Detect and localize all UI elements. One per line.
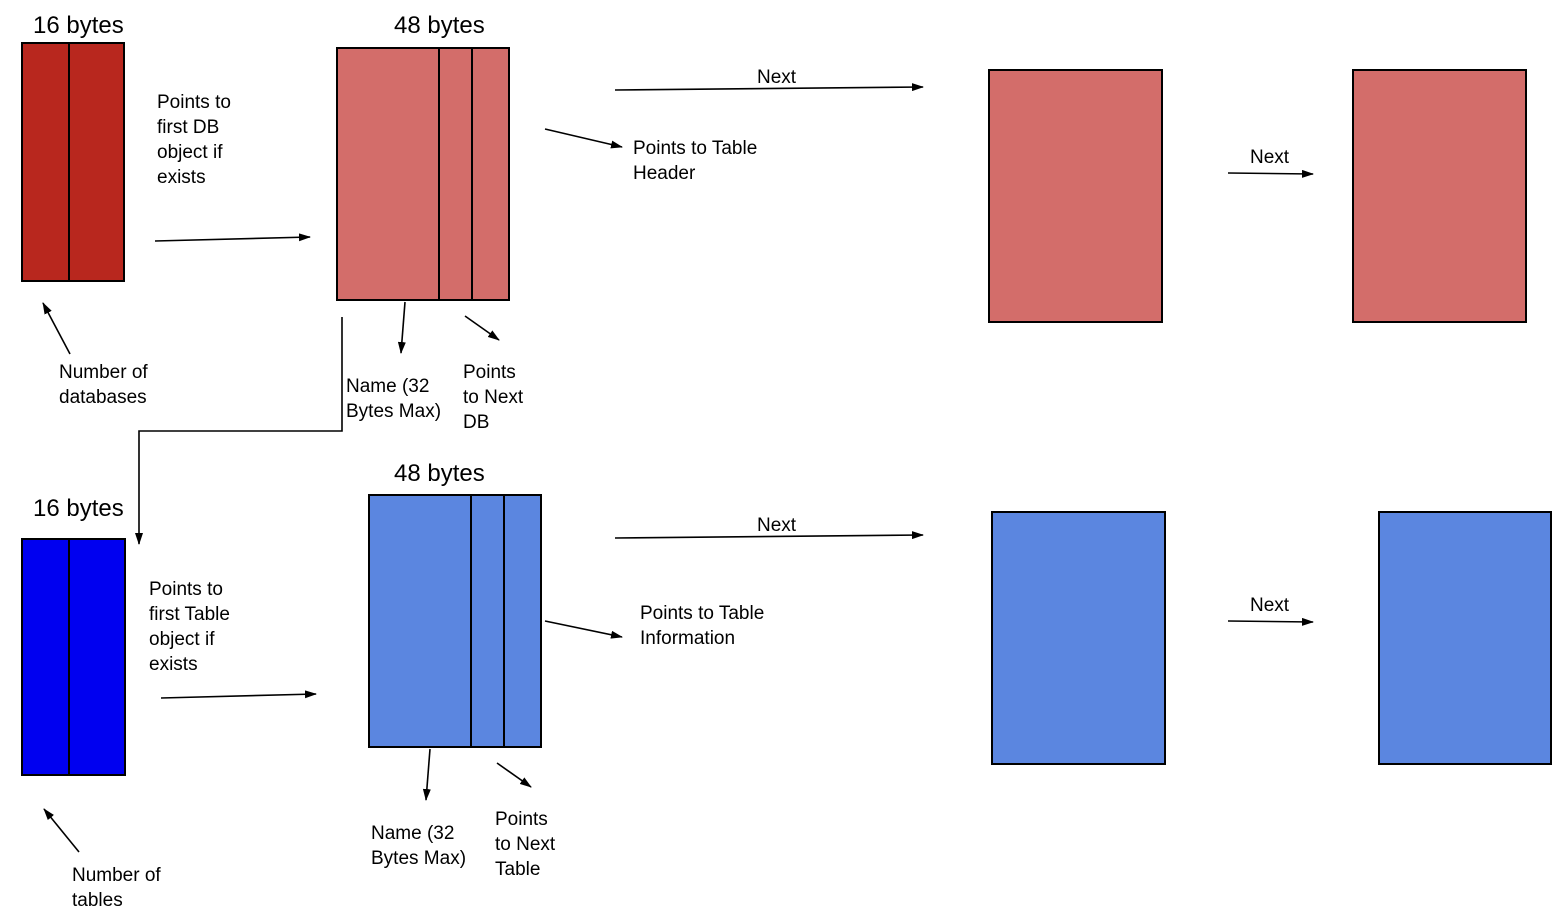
table-row: 16 bytes Points to first Table object if ex… — [21, 460, 1552, 911]
db-child-arrow — [544, 128, 623, 149]
db-to-table-header-connector — [135, 317, 343, 545]
db-next-desc: Points to Next DB — [463, 362, 524, 433]
table-child-arrow — [544, 620, 623, 639]
table-name-desc-line: Bytes Max) — [371, 848, 466, 869]
db-child-desc-line: Header — [633, 163, 696, 184]
table-next-desc: Points to Next Table — [495, 809, 556, 880]
table-header-pointer-desc-line: object if — [149, 629, 215, 650]
table-header-pointer-desc: Points to first Table object if exists — [149, 579, 230, 675]
db-object-3-rect — [1352, 69, 1527, 323]
table-header-pointer-desc-line: exists — [149, 654, 198, 675]
table-name-arrow — [422, 748, 431, 801]
table-header-rect — [21, 538, 126, 776]
table-next-desc-line: Table — [495, 859, 540, 880]
db-header-pointer-desc-line: object if — [157, 142, 223, 163]
table-next-desc-line: Points — [495, 809, 548, 830]
table-header-to-object-arrow — [160, 690, 317, 699]
db-count-desc-line: Number of — [59, 362, 148, 383]
db-object-size-label: 48 bytes — [394, 12, 485, 39]
db-child-desc-line: Points to Table — [633, 138, 757, 159]
db-header-rect — [21, 42, 125, 282]
db-object-2-rect — [988, 69, 1163, 323]
db-next-arrow — [464, 315, 500, 341]
table-header-pointer-desc-line: first Table — [149, 604, 230, 625]
table-count-arrow — [43, 808, 80, 853]
db-header-size-label: 16 bytes — [33, 12, 124, 39]
table-name-desc: Name (32 Bytes Max) — [371, 823, 466, 869]
db-object-rect — [336, 47, 510, 301]
table-count-desc-line: Number of — [72, 865, 161, 886]
table-object-2-rect — [991, 511, 1166, 765]
table-next-desc-line: to Next — [495, 834, 556, 855]
table-next-arrow-1 — [614, 531, 924, 540]
table-object-size-label: 48 bytes — [394, 460, 485, 487]
table-name-desc-line: Name (32 — [371, 823, 454, 844]
table-next-label-2: Next — [1250, 595, 1290, 616]
db-next-arrow-1 — [614, 83, 924, 92]
db-next-desc-line: DB — [463, 412, 489, 433]
table-next-label-1: Next — [757, 515, 797, 536]
table-child-desc: Points to Table Information — [640, 603, 764, 649]
db-row: 16 bytes Points to first DB object if exist… — [21, 12, 1527, 433]
db-header-pointer-desc-line: first DB — [157, 117, 219, 138]
db-header-pointer-desc-line: Points to — [157, 92, 231, 113]
db-next-desc-line: Points — [463, 362, 516, 383]
db-header-pointer-desc-line: exists — [157, 167, 206, 188]
table-header-block — [21, 538, 126, 776]
db-header-to-object-arrow — [154, 233, 311, 242]
db-object-block — [336, 47, 510, 301]
db-next-label-1: Next — [757, 67, 797, 88]
db-name-desc-line: Bytes Max) — [346, 401, 441, 422]
db-count-desc-line: databases — [59, 387, 147, 408]
db-header-pointer-desc: Points to first DB object if exists — [157, 92, 231, 188]
table-child-desc-line: Points to Table — [640, 603, 764, 624]
table-object-rect — [368, 494, 542, 748]
table-next-arrow-2 — [1227, 617, 1314, 626]
table-count-desc-line: tables — [72, 890, 123, 911]
db-count-arrow — [42, 302, 71, 355]
table-object-block — [368, 494, 542, 748]
db-next-arrow-2 — [1227, 169, 1314, 178]
table-count-desc: Number of tables — [72, 865, 161, 911]
table-object-3-rect — [1378, 511, 1552, 765]
db-next-desc-line: to Next — [463, 387, 524, 408]
db-header-block — [21, 42, 125, 282]
table-header-pointer-desc-line: Points to — [149, 579, 223, 600]
db-count-desc: Number of databases — [59, 362, 148, 408]
db-name-arrow — [397, 301, 406, 354]
db-next-label-2: Next — [1250, 147, 1290, 168]
table-next-arrow — [496, 762, 532, 788]
db-name-desc-line: Name (32 — [346, 376, 429, 397]
db-child-desc: Points to Table Header — [633, 138, 757, 184]
db-name-desc: Name (32 Bytes Max) — [346, 376, 441, 422]
table-child-desc-line: Information — [640, 628, 735, 649]
table-header-size-label: 16 bytes — [33, 495, 124, 522]
